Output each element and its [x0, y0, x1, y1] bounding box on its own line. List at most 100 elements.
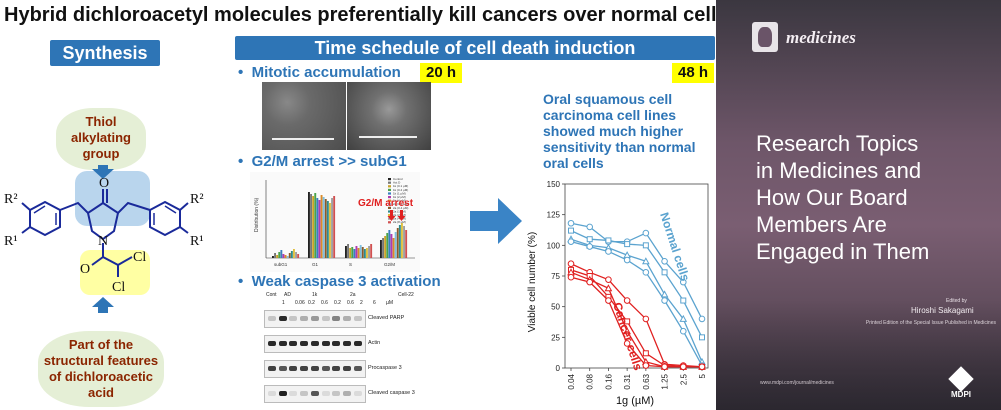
arrow-down-icon	[92, 165, 114, 179]
data-point-cancer	[661, 363, 668, 371]
mini-bar	[353, 249, 356, 258]
wb-head-cell: Cell-22	[398, 292, 414, 298]
wb-band	[310, 391, 319, 396]
wb-row-label: Cleaved caspase 3	[368, 390, 415, 396]
cover-heading-line-2: in Medicines and	[756, 158, 922, 183]
wb-band	[268, 391, 276, 396]
y-tick-label: 50	[551, 303, 560, 312]
bar-cat-g2m: G2/M	[384, 262, 395, 267]
data-point-normal	[679, 278, 687, 286]
cover-heading-line-1: Research Topics	[756, 131, 919, 156]
mini-bar	[314, 193, 317, 258]
y-tick-label: 75	[551, 272, 560, 281]
wb-row-label: Actin	[368, 340, 381, 346]
wb-band	[332, 316, 341, 321]
label-r1-left: R¹	[4, 234, 18, 249]
mini-bar	[333, 196, 336, 258]
oral-line-2: carcinoma cell lines	[543, 107, 677, 123]
mini-bar	[331, 198, 333, 258]
wb-dose: 0.2	[308, 300, 315, 306]
g2m-arrest-inset: G2/M arrest	[358, 198, 414, 209]
mini-bars	[272, 192, 408, 258]
mini-bar	[392, 238, 395, 258]
dca-line-3: of dichloroacetic	[48, 369, 154, 384]
data-point-cancer	[605, 297, 612, 304]
wb-dose: 2	[360, 300, 363, 306]
mini-bar	[405, 230, 408, 258]
wb-dose: 1	[282, 300, 285, 306]
label-r2-left: R²	[4, 192, 18, 207]
bar-cat-g1: G1	[312, 262, 319, 267]
data-point-cancer	[642, 362, 650, 369]
mdpi-logo: MDPI	[946, 366, 976, 400]
mini-bar	[366, 248, 368, 258]
synthesis-banner: Synthesis	[50, 40, 160, 66]
legend-swatch	[388, 178, 391, 181]
cover-heading: Research Topics in Medicines and How Our…	[756, 130, 996, 265]
mini-bar	[284, 255, 287, 258]
oral-line-1: Oral squamous cell	[543, 91, 673, 107]
wb-band	[310, 316, 319, 321]
mini-bar	[282, 254, 285, 258]
mini-bar	[280, 250, 283, 258]
data-point-cancer	[605, 276, 612, 283]
data-point-normal	[661, 269, 668, 276]
data-point-cancer	[623, 297, 631, 304]
wb-band	[342, 391, 351, 396]
data-point-cancer	[642, 315, 650, 323]
y-tick-label: 125	[547, 211, 561, 220]
wb-head-1k: 1k	[312, 292, 318, 298]
data-point-normal	[586, 223, 594, 231]
wb-band	[289, 366, 298, 371]
mini-bar	[361, 247, 364, 258]
wb-dose: 0.6	[347, 300, 354, 306]
legend-swatch	[388, 206, 391, 209]
oral-line-3: showed much higher	[543, 123, 684, 139]
data-point-cancer	[567, 260, 575, 268]
legend-label: 2a (2 µM)	[393, 213, 406, 217]
data-point-normal	[568, 227, 574, 234]
legend-swatch	[388, 214, 391, 217]
dca-line-1: Part of the	[68, 337, 134, 352]
wb-band	[268, 366, 276, 371]
legend-swatch	[388, 210, 391, 213]
mini-bar	[345, 246, 347, 258]
data-point-cancer	[624, 318, 631, 325]
g2m-heading: • G2/M arrest >> subG1	[238, 153, 407, 170]
wb-row-label: Procaspase 3	[368, 365, 402, 371]
data-point-normal	[586, 236, 593, 243]
legend-swatch	[388, 192, 391, 195]
mini-bar	[288, 253, 291, 258]
legend-swatch	[388, 196, 391, 199]
data-point-normal	[605, 237, 612, 244]
arrow-down-icon	[397, 210, 406, 221]
mini-bar	[368, 246, 370, 258]
chart-series	[567, 219, 706, 371]
wb-doses: 1 0.06 0.2 0.6 0.2 0.6 2 6 µM	[264, 300, 424, 307]
x-tick-label: 0.04	[567, 373, 576, 389]
legend-label: Control	[393, 177, 403, 181]
legend-label: 1k (0.4 µM)	[393, 188, 408, 192]
wb-band	[321, 366, 330, 371]
bullet: •	[238, 64, 244, 81]
x-tick-label: 0.16	[604, 373, 613, 389]
microscopy-image-left	[262, 82, 346, 150]
mini-bar	[349, 248, 352, 258]
mini-bar	[386, 233, 389, 258]
data-point-normal	[642, 269, 650, 276]
right-arrow-icon	[470, 198, 522, 244]
mini-bar	[394, 232, 397, 258]
mini-bar	[359, 245, 362, 258]
western-blot: Cont AD 1k 2a Cell-22 1 0.06 0.2 0.6 0.2 0.6 2…	[264, 292, 424, 408]
legend-swatch	[388, 188, 391, 191]
cover-editor: Hiroshi Sakagami	[911, 306, 974, 315]
legend-swatch	[388, 181, 391, 184]
mini-bar	[320, 195, 323, 258]
label-o-acyl: O	[80, 262, 90, 277]
series-line-normal	[570, 230, 703, 338]
y-tick-label: 100	[547, 241, 561, 250]
dichloroacetic-cloud: Part of the structural features of dichl…	[42, 335, 160, 403]
thiol-cloud: Thiol alkylating group	[60, 112, 142, 166]
wb-band	[321, 316, 330, 321]
x-tick-label: 0.63	[642, 373, 651, 389]
